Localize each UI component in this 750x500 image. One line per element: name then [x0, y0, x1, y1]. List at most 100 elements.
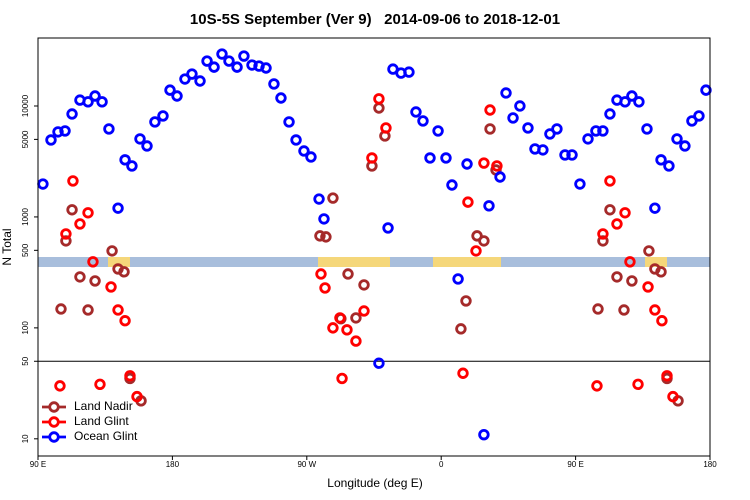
point — [656, 315, 668, 327]
point — [112, 202, 124, 214]
point — [112, 304, 124, 316]
point — [149, 116, 161, 128]
point — [626, 90, 638, 102]
point — [126, 160, 138, 172]
point — [37, 178, 49, 190]
y-tick-label: 10 — [21, 434, 30, 443]
point — [551, 123, 563, 135]
point — [671, 133, 683, 145]
point — [457, 367, 469, 379]
point — [268, 78, 280, 90]
x-axis-label: Longitude (deg E) — [327, 476, 422, 490]
point — [566, 149, 578, 161]
point — [52, 126, 64, 138]
point — [66, 204, 78, 216]
point — [655, 266, 667, 278]
point — [655, 154, 667, 166]
point — [633, 96, 645, 108]
legend-label: Land Nadir — [74, 399, 133, 413]
land-band — [645, 257, 667, 267]
point — [315, 268, 327, 280]
point — [164, 84, 176, 96]
point — [642, 281, 654, 293]
point — [134, 133, 146, 145]
point — [667, 390, 679, 403]
point — [118, 266, 130, 278]
point — [679, 140, 691, 152]
point — [478, 157, 490, 169]
point — [342, 268, 354, 280]
land-band — [318, 257, 390, 267]
point — [597, 125, 609, 137]
point — [424, 152, 436, 164]
point — [494, 171, 506, 183]
land-band — [433, 257, 501, 267]
point — [216, 48, 228, 60]
point — [611, 218, 623, 230]
point — [403, 66, 415, 78]
point — [290, 134, 302, 146]
point — [604, 175, 616, 187]
point — [649, 304, 661, 316]
point — [619, 207, 631, 219]
point — [350, 335, 362, 347]
point — [82, 207, 94, 219]
point — [470, 245, 482, 257]
point — [432, 125, 444, 137]
point — [661, 370, 673, 382]
point — [54, 380, 66, 392]
latitude-band — [38, 257, 710, 267]
legend-label: Ocean Glint — [74, 429, 138, 443]
point — [319, 282, 331, 294]
point — [186, 68, 198, 80]
point — [238, 50, 250, 62]
point — [305, 151, 317, 163]
point — [663, 160, 675, 172]
point — [119, 154, 131, 166]
point — [334, 312, 346, 324]
point — [283, 116, 295, 128]
point — [89, 90, 101, 102]
point — [484, 104, 496, 116]
point — [298, 145, 310, 157]
point — [537, 144, 549, 156]
point — [66, 108, 78, 120]
point — [460, 295, 472, 307]
x-tick-label: 90 W — [297, 460, 316, 469]
point — [119, 315, 131, 327]
point — [446, 179, 458, 191]
point — [82, 304, 94, 316]
point — [604, 108, 616, 120]
point — [624, 256, 636, 268]
point — [461, 158, 473, 170]
point — [74, 271, 86, 283]
point — [507, 112, 519, 124]
point — [106, 245, 118, 257]
point — [591, 380, 603, 392]
point — [410, 106, 422, 118]
point — [597, 235, 609, 247]
point — [320, 231, 332, 243]
legend-marker — [48, 416, 60, 428]
x-tick-label: 90 E — [567, 460, 583, 469]
legend-marker — [48, 431, 60, 443]
point — [452, 273, 464, 285]
point — [105, 281, 117, 293]
point — [223, 55, 235, 67]
point — [275, 92, 287, 104]
point — [60, 228, 72, 240]
point — [171, 90, 183, 102]
y-axis-label: N Total — [0, 228, 14, 265]
chart-title: 10S-5S September (Ver 9) 2014-09-06 to 2… — [190, 11, 560, 28]
point — [67, 175, 79, 187]
point — [590, 125, 602, 137]
y-tick-label: 500 — [21, 243, 30, 257]
y-tick-label: 5000 — [21, 130, 30, 148]
point — [45, 134, 57, 146]
x-tick-label: 0 — [439, 460, 444, 469]
point — [366, 152, 378, 164]
point — [484, 123, 496, 135]
point — [82, 96, 94, 108]
point — [478, 428, 490, 441]
